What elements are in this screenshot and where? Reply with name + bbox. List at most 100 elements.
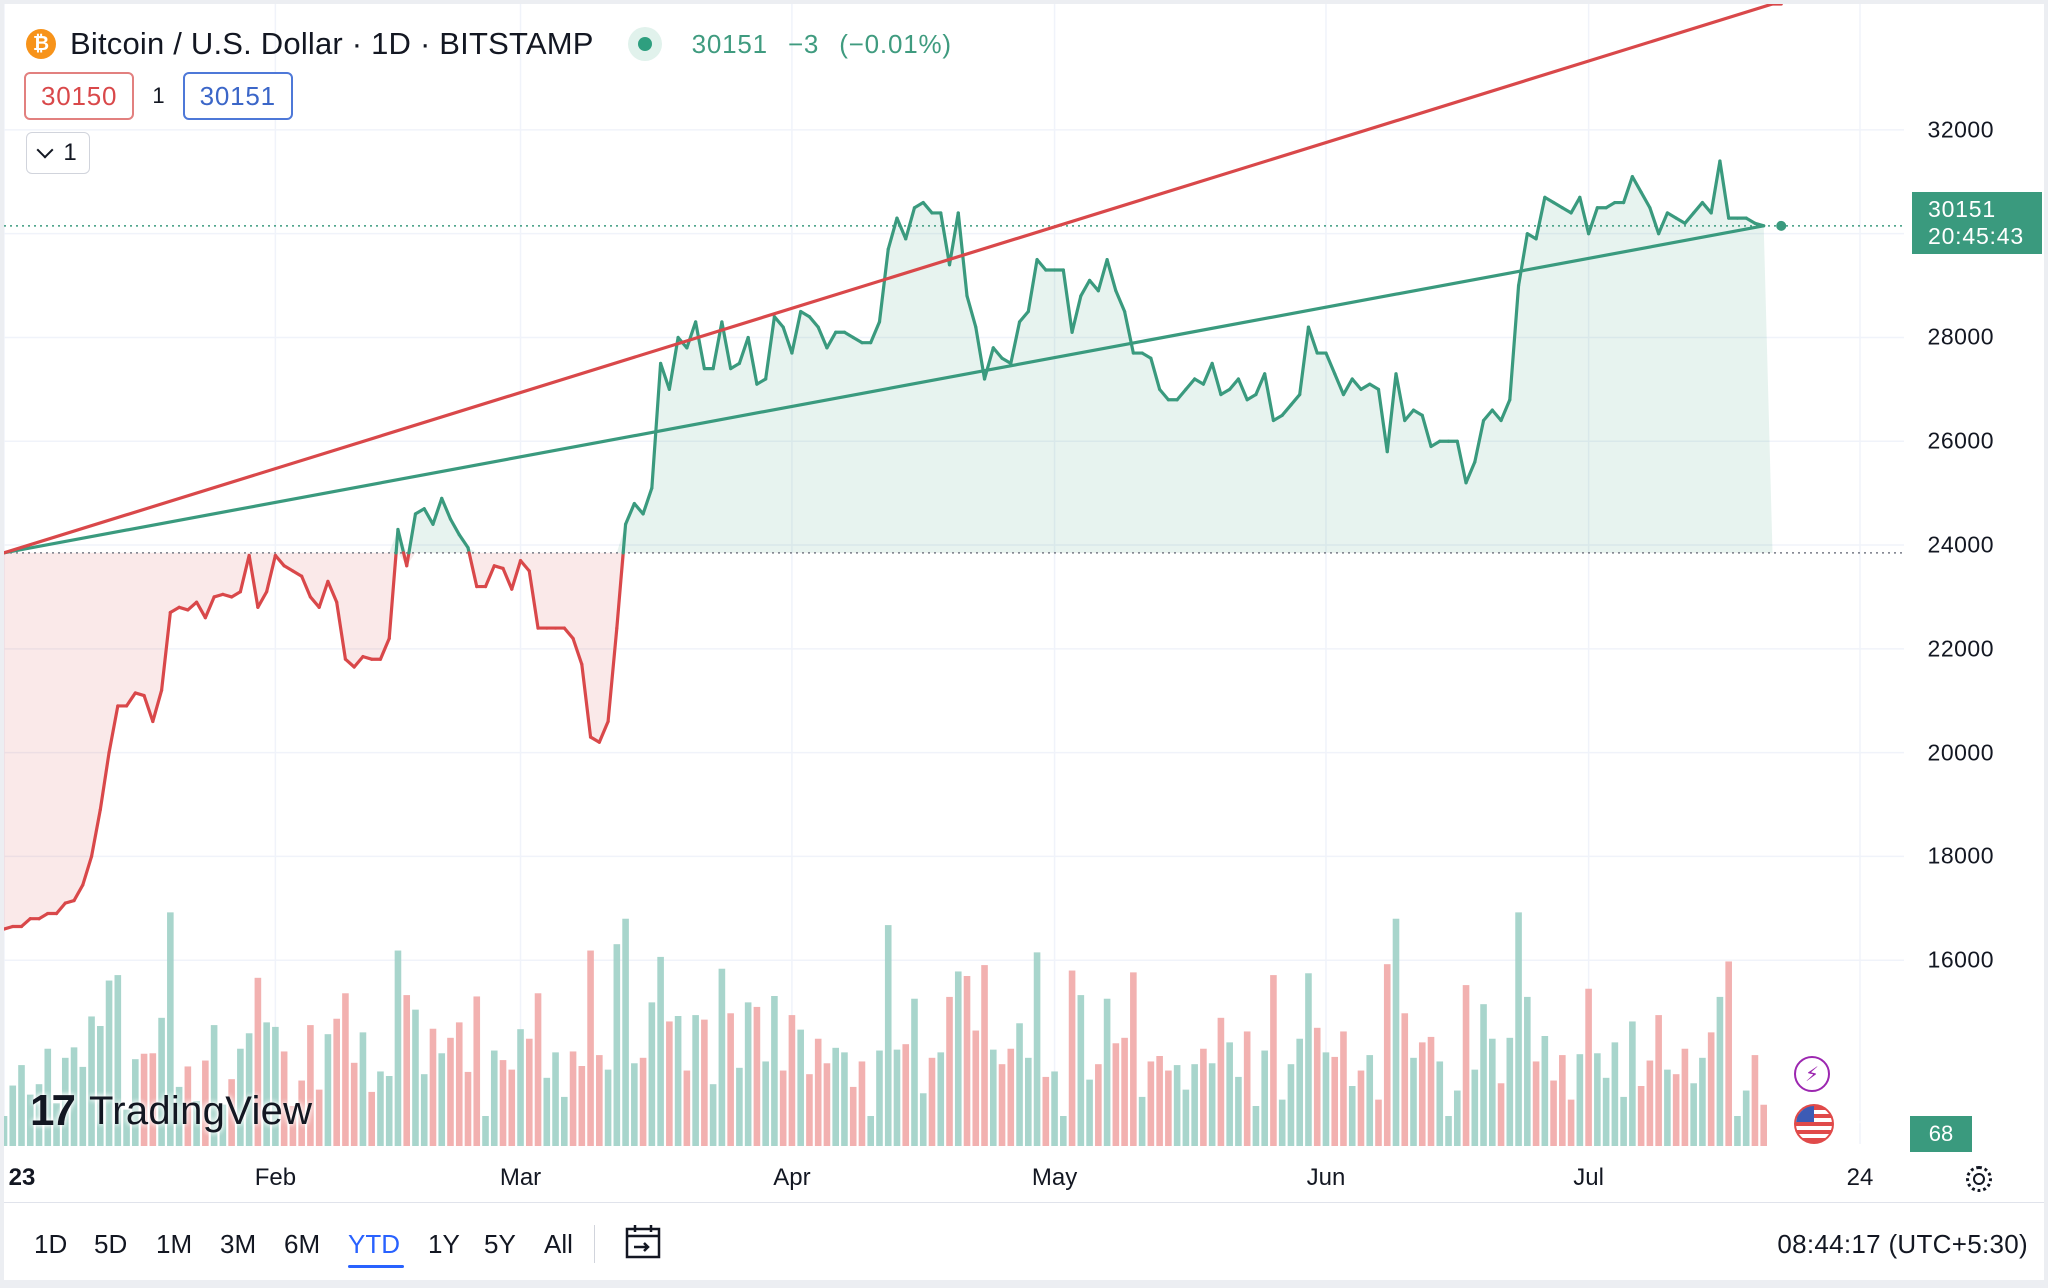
volume-bar bbox=[561, 1096, 568, 1146]
timezone-clock[interactable]: 08:44:17 (UTC+5:30) bbox=[1777, 1229, 2028, 1259]
symbol-title[interactable]: Bitcoin / U.S. Dollar · 1D · BITSTAMP bbox=[70, 26, 594, 61]
price-line-segment bbox=[448, 517, 461, 537]
range-button-1m[interactable]: 1M bbox=[156, 1229, 193, 1259]
price-line-segment bbox=[203, 595, 216, 620]
volume-bar bbox=[175, 1086, 183, 1146]
price-line-segment bbox=[1604, 200, 1617, 210]
range-button-5d[interactable]: 5D bbox=[94, 1229, 128, 1259]
symbol-legend[interactable]: ₿ Bitcoin / U.S. Dollar · 1D · BITSTAMP … bbox=[26, 22, 964, 66]
range-button-6m[interactable]: 6M bbox=[284, 1229, 321, 1259]
date-range-picker-button[interactable] bbox=[624, 1223, 662, 1261]
price-line-segment bbox=[387, 551, 398, 641]
price-line-segment bbox=[1096, 258, 1109, 293]
volume-bar bbox=[158, 1017, 165, 1146]
tradingview-watermark[interactable]: 17 TradingView bbox=[30, 1086, 312, 1136]
price-line-segment bbox=[877, 247, 890, 324]
volume-bar bbox=[1130, 972, 1137, 1146]
price-line-segment bbox=[1000, 356, 1013, 366]
price-line-segment bbox=[159, 610, 172, 692]
volume-bar bbox=[1655, 1015, 1662, 1146]
volume-bar bbox=[525, 1038, 533, 1146]
range-button-ytd[interactable]: YTD bbox=[348, 1229, 400, 1259]
volume-bar bbox=[1629, 1021, 1636, 1146]
volume-bar bbox=[482, 1116, 489, 1146]
range-toolbar: 1D 5D 1M 3M 6M YTD 1Y 5Y All 08:44:17 (UTC+5:30) bbox=[4, 1202, 2044, 1280]
volume-bar bbox=[989, 1049, 997, 1146]
volume-bar bbox=[1068, 970, 1076, 1146]
volume-bar bbox=[1480, 1004, 1487, 1146]
volume-bar bbox=[1506, 1037, 1514, 1146]
range-button-3m[interactable]: 3M bbox=[220, 1229, 257, 1259]
price-line-segment bbox=[308, 595, 321, 609]
volume-bar bbox=[1567, 1099, 1575, 1146]
toolbar-divider bbox=[594, 1225, 595, 1263]
price-line-segment bbox=[921, 200, 934, 215]
lightning-event-icon[interactable]: ⚡ bbox=[1794, 1056, 1830, 1092]
volume-bar bbox=[420, 1074, 428, 1146]
price-line-segment bbox=[755, 377, 768, 386]
volume-bar bbox=[1278, 1099, 1286, 1146]
sell-price-button[interactable]: 30150 bbox=[24, 72, 135, 120]
price-tick-label: 20000 bbox=[1927, 739, 1994, 766]
volume-bar bbox=[963, 976, 971, 1146]
time-tick-label: May bbox=[1031, 1164, 1078, 1191]
volume-bar bbox=[324, 1034, 332, 1146]
volume-bar bbox=[508, 1069, 516, 1146]
price-line-segment bbox=[947, 211, 960, 267]
range-button-1y[interactable]: 1Y bbox=[428, 1229, 460, 1259]
volume-bar bbox=[298, 1080, 305, 1146]
volume-bar bbox=[385, 1076, 393, 1146]
price-line-segment bbox=[467, 551, 479, 589]
chart-frame: ₿ Bitcoin / U.S. Dollar · 1D · BITSTAMP … bbox=[4, 4, 2044, 1280]
area-below-baseline bbox=[4, 552, 1782, 930]
range-button-1d[interactable]: 1D bbox=[34, 1229, 68, 1259]
price-line-segment bbox=[72, 883, 85, 903]
volume-bar bbox=[1042, 1076, 1050, 1146]
volume-bar bbox=[403, 995, 411, 1146]
price-tick-label: 18000 bbox=[1927, 842, 1994, 869]
price-chart[interactable] bbox=[4, 4, 2044, 1202]
volume-bar bbox=[1760, 1104, 1767, 1146]
volume-bar bbox=[1375, 1099, 1382, 1146]
price-line-segment bbox=[1622, 175, 1634, 205]
price-line-segment bbox=[1683, 211, 1696, 225]
price-line-segment bbox=[1420, 413, 1433, 449]
volume-bar bbox=[604, 1069, 612, 1146]
volume-bar bbox=[359, 1032, 367, 1146]
price-line-segment bbox=[457, 533, 470, 550]
volume-bar bbox=[928, 1057, 936, 1146]
price-line-segment bbox=[1525, 232, 1538, 241]
volume-bar bbox=[455, 1022, 463, 1146]
market-status-dot-icon bbox=[637, 37, 652, 51]
price-line-segment bbox=[1657, 211, 1669, 236]
volume-bar bbox=[1016, 1023, 1023, 1146]
price-tick-label: 28000 bbox=[1927, 323, 1994, 350]
range-button-5y[interactable]: 5Y bbox=[484, 1229, 516, 1259]
volume-bar bbox=[53, 1103, 60, 1146]
price-line-segment bbox=[352, 655, 365, 669]
volume-bar bbox=[368, 1091, 375, 1146]
price-line-segment bbox=[729, 361, 741, 371]
volume-bar bbox=[1672, 1074, 1680, 1146]
volume-bar bbox=[377, 1071, 384, 1146]
volume-bar bbox=[1095, 1064, 1102, 1146]
price-line-segment bbox=[1009, 320, 1022, 366]
price-line-segment bbox=[799, 309, 812, 319]
us-flag-economic-event-icon[interactable] bbox=[1794, 1104, 1834, 1144]
volume-bar bbox=[919, 1093, 927, 1146]
volume-bar bbox=[1497, 1083, 1505, 1146]
market-open-indicator[interactable] bbox=[627, 27, 662, 61]
price-line-segment bbox=[1551, 200, 1564, 210]
volume-bar bbox=[1252, 1106, 1260, 1146]
range-button-all[interactable]: All bbox=[544, 1229, 573, 1259]
price-line-segment bbox=[1464, 460, 1477, 485]
last-price-point bbox=[1776, 220, 1787, 231]
price-tick-label: 32000 bbox=[1927, 116, 1994, 143]
price-line-segment bbox=[256, 590, 269, 609]
buy-price-button[interactable]: 30151 bbox=[182, 72, 293, 120]
settings-gear-icon[interactable] bbox=[1966, 1166, 1992, 1192]
volume-bar bbox=[1532, 1061, 1540, 1146]
price-line-segment bbox=[1175, 387, 1188, 402]
volume-bar bbox=[149, 1053, 157, 1146]
indicators-toggle-button[interactable]: 1 bbox=[26, 132, 90, 174]
